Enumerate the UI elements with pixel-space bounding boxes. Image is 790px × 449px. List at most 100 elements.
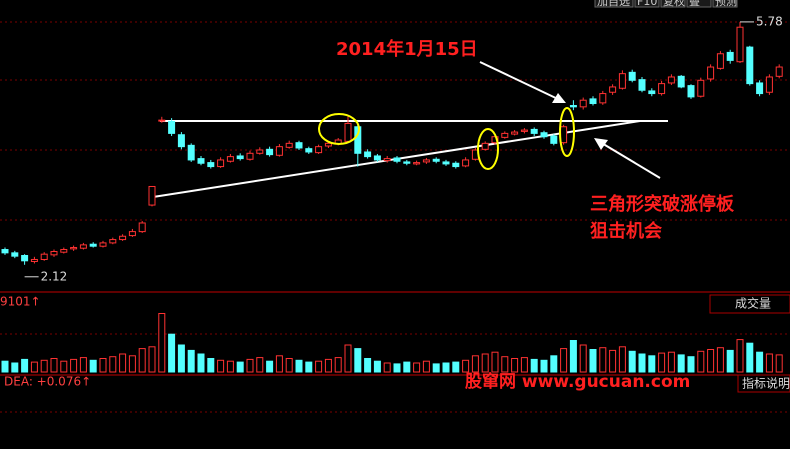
indicator-button-label[interactable]: 指标说明: [742, 376, 790, 391]
candle-body: [677, 75, 685, 88]
candle-body: [256, 149, 264, 154]
candle-body: [746, 46, 754, 85]
arrow-head: [552, 93, 566, 103]
volume-bar: [148, 346, 156, 373]
volume-bar: [207, 358, 215, 373]
volume-bar: [707, 349, 715, 373]
toolbar-button[interactable]: [594, 0, 634, 8]
volume-bar: [579, 344, 587, 373]
candle-body: [775, 66, 783, 77]
candles: 5.78 2.12: [1, 14, 783, 373]
pattern-annotation: 狙击机会: [590, 220, 662, 242]
volume-bar: [315, 360, 323, 373]
candle-body: [168, 120, 176, 134]
candle-body: [138, 222, 146, 233]
volume-bar: [383, 362, 391, 373]
volume-bar: [550, 355, 558, 373]
volume-bar: [520, 357, 528, 373]
toolbar-button[interactable]: [712, 0, 738, 8]
volume-bar: [648, 355, 656, 373]
candle-body: [707, 66, 715, 80]
candle-body: [295, 142, 303, 149]
volume-bar: [256, 357, 264, 373]
candle-body: [393, 157, 401, 162]
volume-label: 成交量: [735, 296, 771, 311]
volume-bar: [687, 356, 695, 373]
volume-bar: [364, 358, 372, 373]
volume-bar: [462, 359, 470, 373]
candle-body: [383, 158, 391, 162]
highlight-ellipse: [318, 113, 360, 145]
candle-body: [648, 90, 656, 95]
volume-bar: [70, 358, 78, 373]
candle-body: [148, 185, 156, 206]
candle-body: [638, 79, 646, 91]
candle-body: [373, 155, 381, 161]
volume-bar: [11, 362, 19, 373]
volume-bar: [266, 360, 274, 373]
candle-body: [442, 161, 450, 165]
candle-body: [667, 76, 675, 84]
volume-bar: [697, 350, 705, 373]
candle-body: [530, 128, 538, 134]
volume-bar: [305, 361, 313, 373]
volume-bar: [354, 348, 362, 373]
volume-bar: [501, 356, 509, 373]
candle-body: [128, 231, 136, 237]
volume-bar: [618, 346, 626, 373]
candle-body: [550, 135, 558, 144]
candle-body: [579, 99, 587, 108]
candle-body: [589, 98, 597, 105]
candle-body: [197, 158, 205, 164]
candle-body: [658, 83, 666, 95]
volume-bar: [89, 359, 97, 373]
candle-body: [177, 134, 185, 148]
toolbar-button[interactable]: [634, 0, 660, 8]
volume-bar: [609, 349, 617, 373]
toolbar-label[interactable]: 叠: [689, 0, 700, 8]
candle-body: [756, 82, 764, 95]
macd-indicator: DEA: +0.076↑: [4, 375, 91, 389]
candle-body: [30, 258, 38, 262]
volume-bar: [158, 313, 166, 373]
candle-body: [511, 131, 519, 135]
indicator-button[interactable]: [737, 374, 790, 393]
candle-body: [324, 142, 332, 147]
toolbar-label[interactable]: 预测: [715, 0, 737, 8]
candle-body: [305, 148, 313, 153]
candle-body: [364, 151, 372, 158]
volume-bar: [677, 354, 685, 373]
toolbar-button[interactable]: [686, 0, 712, 8]
volume-bar: [324, 358, 332, 373]
volume-bar: [334, 357, 342, 373]
volume-bar: [373, 360, 381, 373]
volume-bar: [726, 349, 734, 373]
volume-bar: [530, 358, 538, 373]
volume-bar: [413, 362, 421, 373]
toolbar-button[interactable]: [660, 0, 686, 8]
volume-bar: [560, 348, 568, 373]
toolbar: 加自选 F10 复权叠 预测: [594, 0, 738, 8]
toolbar-label[interactable]: F10: [637, 0, 657, 8]
candle-body: [618, 73, 626, 89]
candle-body: [60, 249, 68, 253]
volume-bar: [775, 354, 783, 373]
toolbar-label[interactable]: 加自选: [597, 0, 630, 8]
candle-body: [432, 158, 440, 162]
candle-body: [452, 162, 460, 168]
volume-bar: [491, 351, 499, 373]
volume-bar: [628, 350, 636, 373]
candle-body: [403, 161, 411, 164]
candle-body: [736, 26, 744, 63]
candle-body: [217, 159, 225, 168]
volume-bar: [128, 355, 136, 373]
high-label: 5.78: [756, 14, 783, 28]
volume-bar: [295, 359, 303, 373]
highlight-ellipse: [477, 128, 499, 170]
low-label: 2.12: [41, 269, 68, 283]
toolbar-label[interactable]: 复权: [663, 0, 685, 8]
volume-bar: [226, 360, 234, 373]
